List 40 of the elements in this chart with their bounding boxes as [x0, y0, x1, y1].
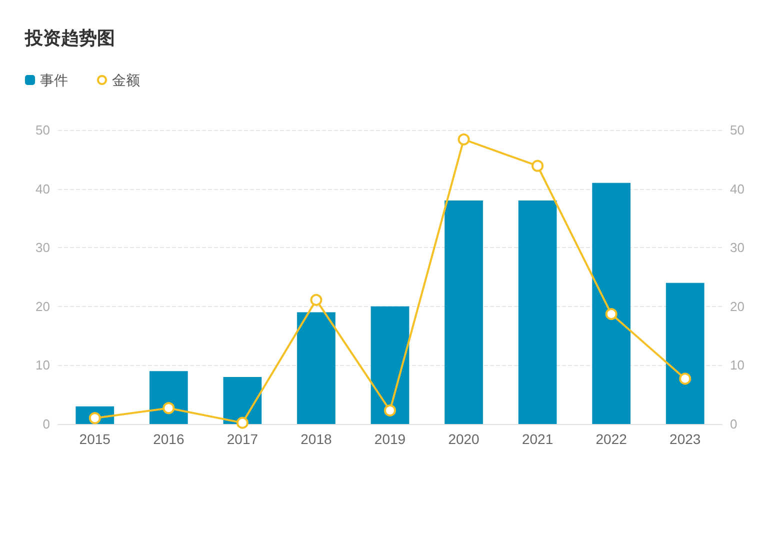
x-tick-label: 2015: [79, 431, 111, 447]
y2-tick-label: 30: [730, 240, 744, 256]
x-tick-label: 2022: [596, 431, 628, 447]
point: [236, 416, 248, 429]
y-tick-label: 50: [36, 122, 50, 138]
bar: [149, 371, 188, 424]
x-tick-label: 2020: [448, 431, 480, 447]
y-tick-label: 30: [36, 240, 50, 256]
y-tick-label: 20: [36, 298, 50, 314]
y-tick-label: 40: [36, 181, 50, 196]
bar: [518, 200, 557, 424]
y-tick-label: 10: [36, 358, 50, 373]
chart-title: 投资趋势图: [24, 28, 115, 48]
legend-label: 事件: [40, 72, 68, 88]
point: [679, 372, 692, 385]
x-tick-label: 2016: [153, 431, 184, 447]
bar: [370, 306, 410, 424]
bar: [444, 200, 483, 424]
x-tick-label: 2018: [300, 431, 332, 447]
y2-tick-label: 10: [730, 358, 744, 373]
x-tick-label: 2021: [522, 431, 554, 447]
bar: [592, 182, 631, 424]
point: [310, 294, 322, 306]
y-tick-label: 0: [42, 416, 50, 432]
x-tick-label: 2023: [670, 431, 701, 447]
bar: [223, 376, 262, 424]
point: [458, 133, 470, 146]
point: [532, 160, 544, 172]
x-tick-label: 2017: [226, 431, 258, 447]
x-tick-label: 2019: [374, 431, 406, 447]
y2-tick-label: 20: [730, 298, 744, 314]
bar: [666, 282, 704, 424]
y2-tick-label: 0: [730, 416, 738, 432]
y2-tick-label: 50: [730, 122, 744, 138]
legend-label: 金额: [112, 72, 140, 88]
y2-tick-label: 40: [730, 181, 744, 196]
point: [162, 402, 175, 414]
point: [384, 404, 396, 416]
point: [605, 308, 618, 320]
bar: [297, 312, 336, 424]
